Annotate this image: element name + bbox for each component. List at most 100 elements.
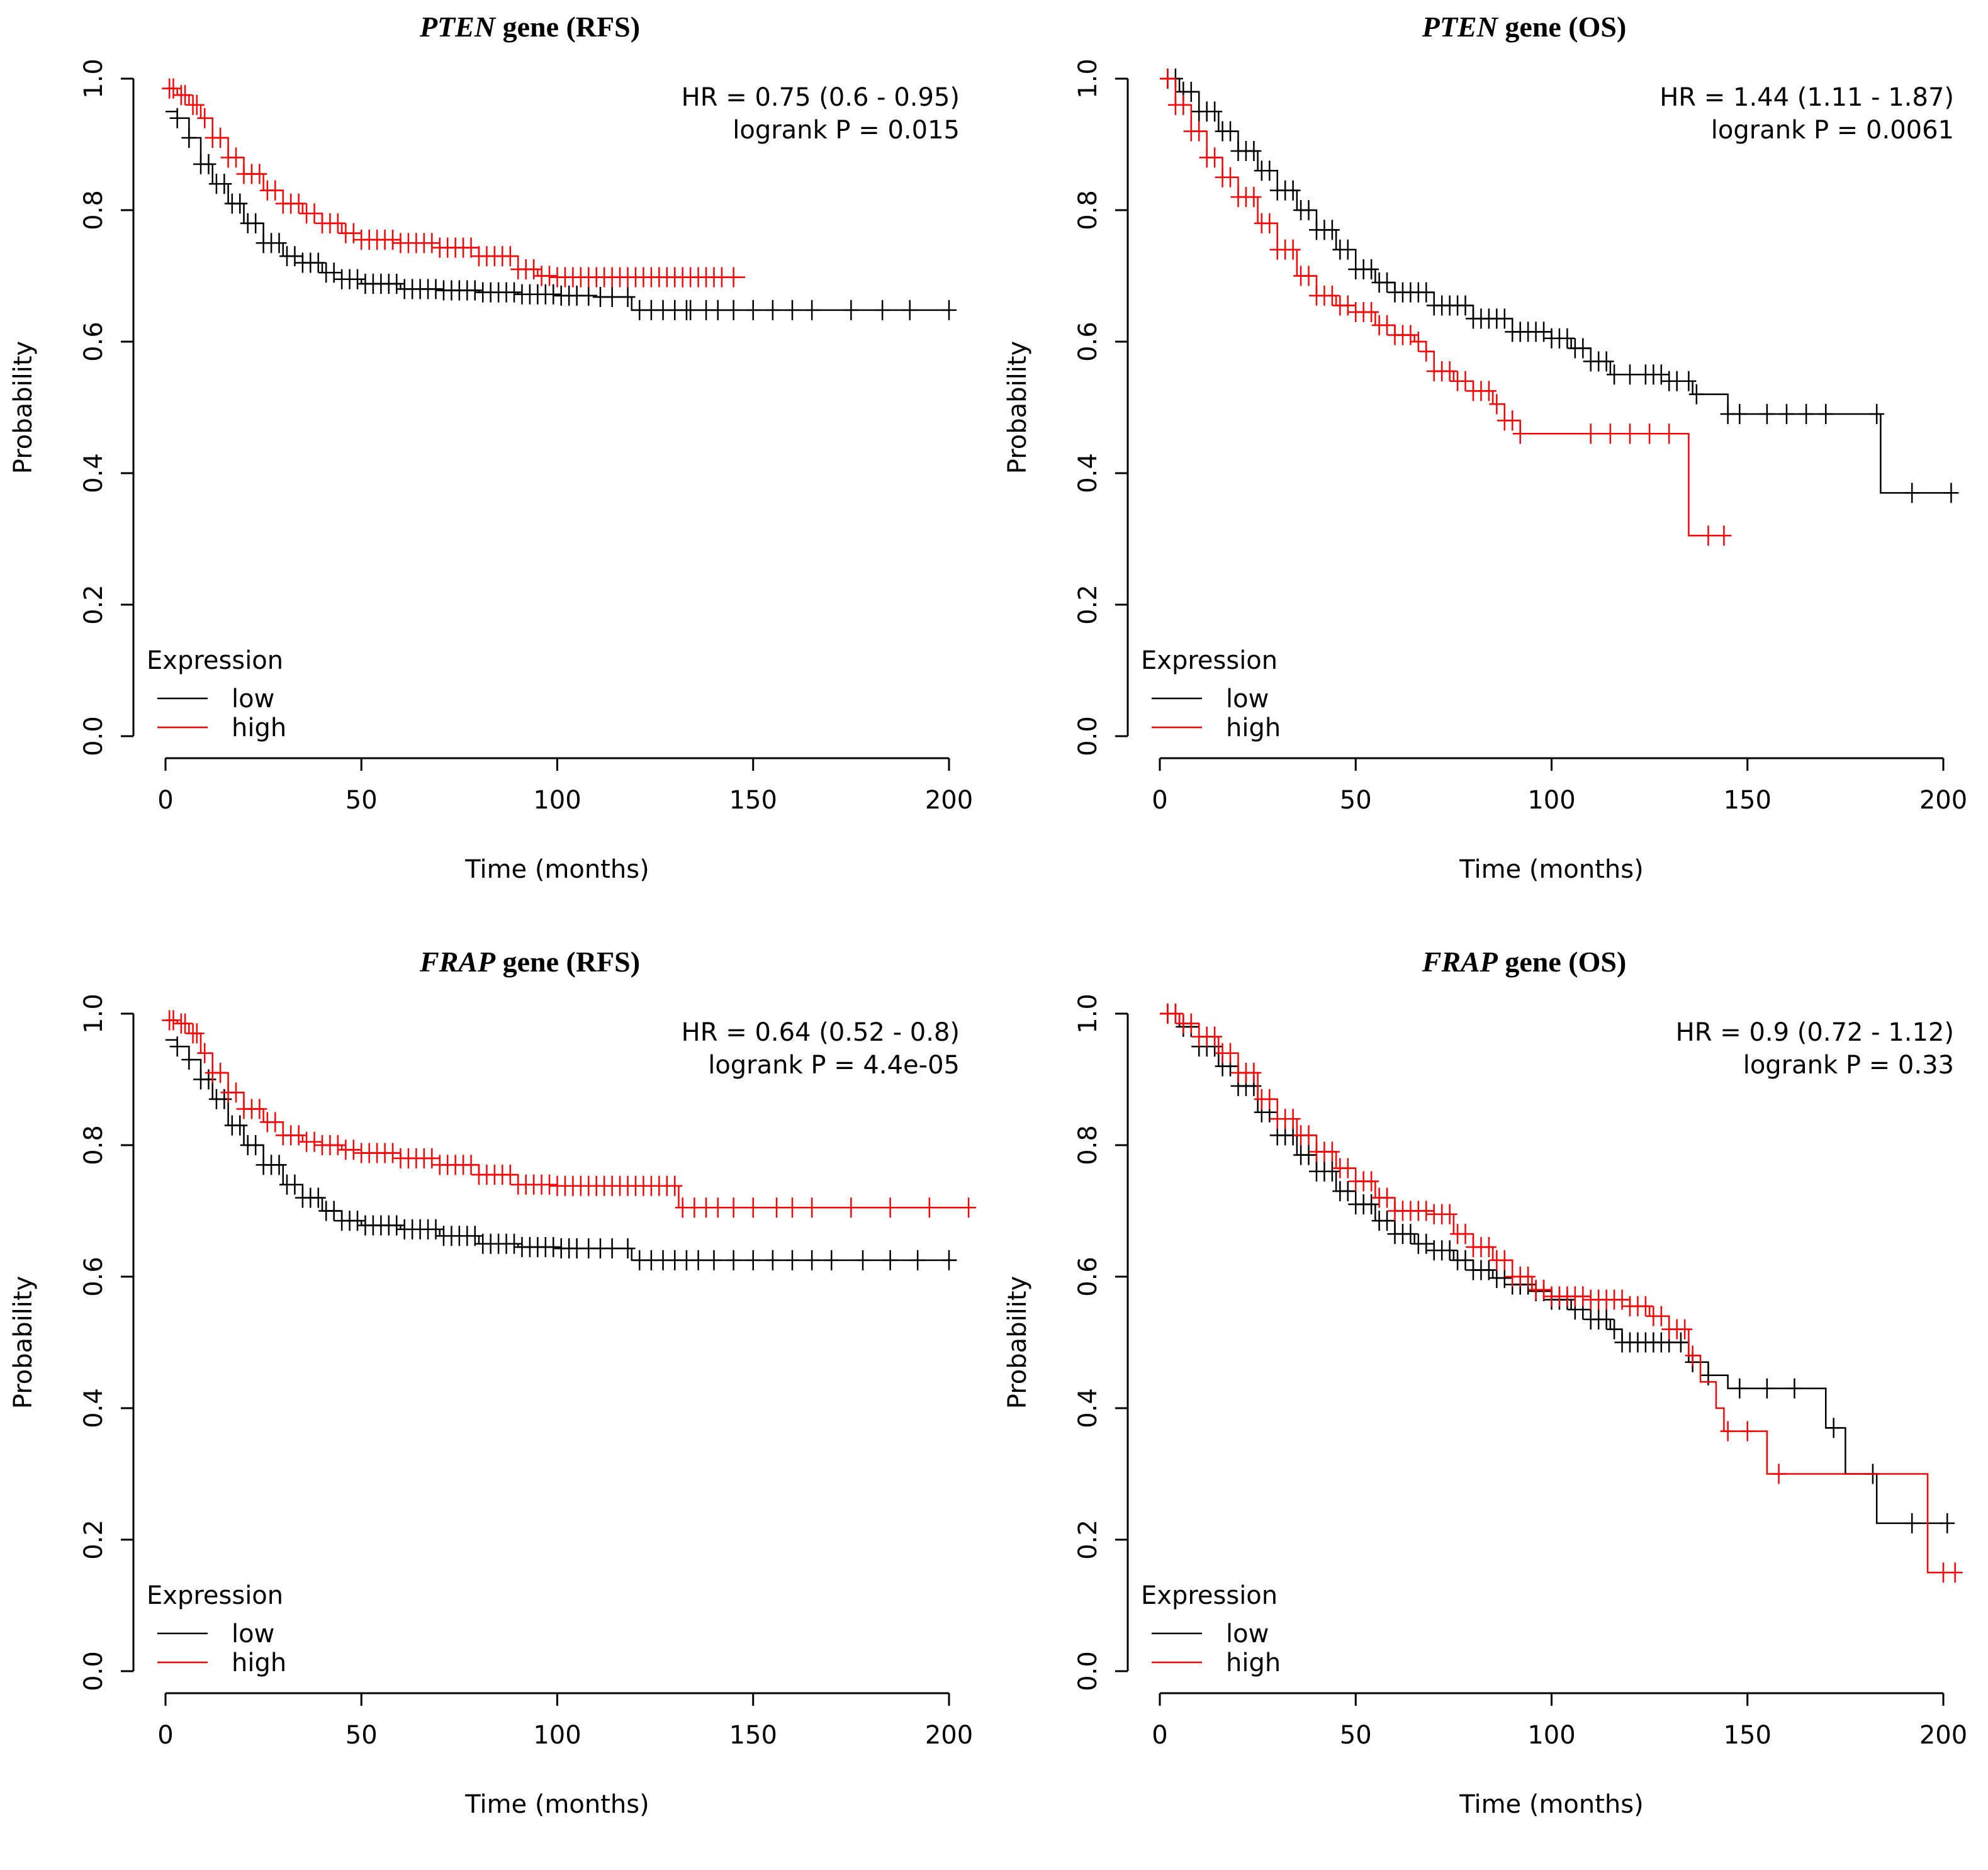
x-tick-label: 200: [925, 1721, 973, 1750]
stats-annotation: HR = 0.9 (0.72 - 1.12) logrank P = 0.33: [1676, 1018, 1954, 1080]
x-tick-label: 50: [1340, 1721, 1372, 1750]
y-tick-label: 0.4: [79, 453, 108, 493]
x-tick-label: 100: [1527, 1721, 1575, 1750]
y-tick-label: 0.2: [1074, 585, 1103, 625]
y-tick-label: 0.2: [79, 585, 108, 625]
x-tick-label: 0: [157, 786, 173, 815]
chart-title-gene: PTEN: [419, 11, 497, 43]
survival-curve-high: [1160, 1012, 1955, 1574]
legend-label-high: high: [1226, 714, 1281, 742]
chart-title: PTEN gene (OS): [1422, 11, 1627, 43]
km-plot-svg: FRAP gene (RFS) Time (months) Probabilit…: [9, 946, 977, 1819]
axes: Time (months) Probability 0.0 0.2 0.4 0.6 0.…: [1003, 994, 1967, 1819]
chart-title: FRAP gene (OS): [1422, 946, 1627, 978]
censor-marks-low: [169, 1036, 957, 1270]
y-tick-label: 0.6: [1074, 1257, 1103, 1297]
chart-title: FRAP gene (RFS): [419, 946, 640, 978]
chart-title-rest: gene (OS): [1505, 11, 1626, 43]
logrank-p-text: logrank P = 4.4e-05: [708, 1051, 960, 1080]
legend: Expression low high: [147, 646, 286, 742]
censor-marks-high: [1160, 1004, 1963, 1583]
y-tick-label: 0.0: [79, 716, 108, 756]
hazard-ratio-text: HR = 0.75 (0.6 - 0.95): [682, 83, 960, 112]
stats-annotation: HR = 0.64 (0.52 - 0.8) logrank P = 4.4e-…: [682, 1018, 960, 1080]
legend-label-low: low: [1226, 1620, 1269, 1649]
km-plot-svg: FRAP gene (OS) Time (months) Probability…: [1003, 946, 1967, 1819]
y-tick-label: 0.6: [79, 1257, 108, 1297]
x-tick-label: 100: [1527, 786, 1575, 815]
censor-marks-low: [1160, 1004, 1955, 1533]
survival-curve-low: [1160, 1012, 1943, 1525]
legend-title: Expression: [1141, 1581, 1278, 1610]
y-tick-label: 0.8: [1074, 1125, 1103, 1165]
panel-pten-os: PTEN gene (OS) Time (months) Probability…: [994, 0, 1988, 935]
chart-title-rest: gene (OS): [1505, 946, 1626, 978]
y-tick-label: 0.6: [1074, 322, 1103, 362]
y-tick-label: 0.8: [79, 190, 108, 230]
y-axis-label: Probability: [9, 341, 38, 474]
legend-label-high: high: [232, 714, 286, 742]
x-axis-label: Time (months): [464, 855, 649, 884]
y-axis-label: Probability: [1003, 1276, 1032, 1409]
legend-title: Expression: [147, 1581, 283, 1610]
y-tick-label: 0.8: [1074, 190, 1103, 230]
chart-title-gene: FRAP: [419, 946, 496, 978]
y-tick-label: 1.0: [79, 59, 108, 99]
x-tick-label: 0: [1152, 1721, 1167, 1750]
chart-title-gene: PTEN: [1422, 11, 1499, 43]
chart-title-rest: gene (RFS): [503, 946, 640, 978]
x-tick-label: 200: [925, 786, 973, 815]
y-axis-label: Probability: [1003, 341, 1032, 474]
axes: Time (months) Probability 0.0 0.2 0.4 0.6 0.…: [9, 994, 973, 1819]
x-tick-label: 200: [1919, 1721, 1967, 1750]
censor-marks-high: [162, 1010, 977, 1218]
panel-frap-rfs: FRAP gene (RFS) Time (months) Probabilit…: [0, 935, 994, 1870]
chart-title-gene: FRAP: [1422, 946, 1498, 978]
panel-pten-rfs: PTEN gene (RFS) Time (months) Probabilit…: [0, 0, 994, 935]
y-tick-label: 1.0: [1074, 994, 1103, 1034]
x-axis-label: Time (months): [1459, 1790, 1643, 1819]
y-tick-label: 0.4: [79, 1388, 108, 1428]
stats-annotation: HR = 1.44 (1.11 - 1.87) logrank P = 0.00…: [1659, 83, 1954, 145]
legend-label-low: low: [1226, 685, 1269, 714]
panel-frap-os: FRAP gene (OS) Time (months) Probability…: [994, 935, 1988, 1870]
x-tick-label: 150: [729, 1721, 777, 1750]
axes: Time (months) Probability 0.0 0.2 0.4 0.6 0.…: [1003, 59, 1967, 884]
plot-area: [1160, 69, 1959, 546]
legend-label-high: high: [1226, 1649, 1281, 1677]
censor-marks-high: [162, 78, 741, 288]
plot-area: [162, 1010, 977, 1270]
km-plot-svg: PTEN gene (RFS) Time (months) Probabilit…: [9, 11, 973, 884]
hazard-ratio-text: HR = 0.9 (0.72 - 1.12): [1676, 1018, 1954, 1047]
x-axis-label: Time (months): [464, 1790, 649, 1819]
y-tick-label: 0.2: [79, 1520, 108, 1560]
plot-area: [162, 78, 957, 320]
legend-title: Expression: [1141, 646, 1278, 675]
x-axis-label: Time (months): [1459, 855, 1643, 884]
legend-label-low: low: [232, 1620, 274, 1649]
hazard-ratio-text: HR = 1.44 (1.11 - 1.87): [1659, 83, 1954, 112]
logrank-p-text: logrank P = 0.33: [1743, 1051, 1954, 1080]
censor-marks-high: [1160, 69, 1732, 546]
censor-marks-low: [169, 108, 957, 320]
y-tick-label: 0.0: [79, 1651, 108, 1691]
x-tick-label: 50: [345, 786, 378, 815]
y-tick-label: 0.2: [1074, 1520, 1103, 1560]
logrank-p-text: logrank P = 0.015: [733, 116, 960, 145]
x-tick-label: 0: [1152, 786, 1167, 815]
legend-label-low: low: [232, 685, 274, 714]
legend-title: Expression: [147, 646, 283, 675]
x-tick-label: 100: [533, 786, 581, 815]
x-tick-label: 150: [729, 786, 777, 815]
y-tick-label: 0.4: [1074, 453, 1103, 493]
legend: Expression low high: [147, 1581, 286, 1677]
survival-curve-high: [166, 1019, 969, 1209]
legend-label-high: high: [232, 1649, 286, 1677]
chart-title-rest: gene (RFS): [503, 11, 640, 43]
x-tick-label: 150: [1724, 1721, 1772, 1750]
x-tick-label: 100: [533, 1721, 581, 1750]
y-tick-label: 0.4: [1074, 1388, 1103, 1428]
logrank-p-text: logrank P = 0.0061: [1711, 116, 1954, 145]
stats-annotation: HR = 0.75 (0.6 - 0.95) logrank P = 0.015: [682, 83, 960, 145]
